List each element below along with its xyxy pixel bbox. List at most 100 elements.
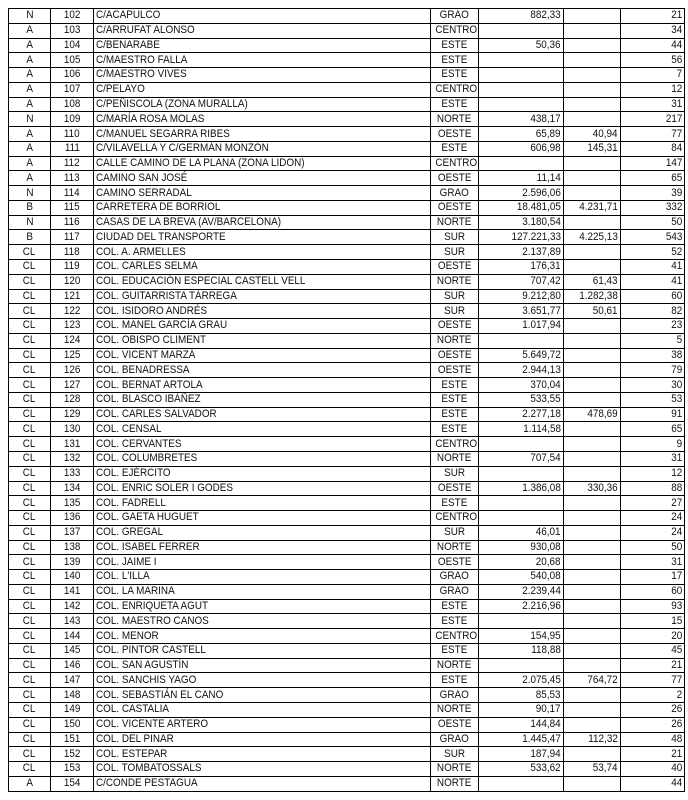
count-cell: 7 (620, 67, 685, 83)
count-cell-text: 41 (670, 275, 682, 288)
type-cell-text: A (26, 127, 33, 140)
table-row: CL 138 COL. ISABEL FERRER NORTE 930,08 50 (8, 539, 685, 556)
value1-cell: 1.114,58 (478, 421, 564, 438)
type-cell: CL (8, 436, 51, 452)
value1-cell (478, 96, 564, 113)
count-cell-text: 38 (670, 348, 682, 361)
table-row: CL 132 COL. COLUMBRETES NORTE 707,54 31 (8, 450, 685, 467)
count-cell: 31 (620, 554, 685, 571)
code-cell: 117 (50, 229, 94, 246)
name-cell: COL. EJÉRCITO (93, 465, 431, 482)
code-cell-text: 120 (63, 275, 81, 288)
count-cell-text: 91 (670, 408, 682, 421)
name-cell: C/MAESTRO FALLA (93, 52, 431, 69)
name-cell: C/VILAVELLA Y C/GERMÁN MONZÓN (93, 140, 431, 157)
code-cell: 107 (50, 81, 94, 98)
type-cell: A (8, 155, 51, 172)
value2-cell: 764,72 (563, 672, 621, 689)
type-cell: B (8, 199, 51, 216)
code-cell-text: 147 (63, 673, 81, 686)
type-cell-text: N (25, 186, 34, 199)
type-cell: A (8, 126, 51, 142)
name-cell-text: COL. EDUCACIÓN ESPECIAL CASTELL VELL (96, 275, 306, 288)
code-cell-text: 123 (63, 319, 81, 332)
value1-cell (478, 510, 564, 526)
value1-cell: 2.944,13 (478, 362, 564, 379)
table-row: CL 126 COL. BENADRESSA OESTE 2.944,13 79 (8, 362, 685, 379)
count-cell-text: 21 (670, 659, 682, 672)
table-row: CL 119 COL. CARLES SELMA OESTE 176,31 41 (8, 259, 685, 275)
zone-cell: OESTE (430, 259, 479, 275)
value2-cell (563, 628, 621, 644)
table-row: CL 140 COL. L'ILLA GRAO 540,08 17 (8, 569, 685, 585)
type-cell-text: CL (23, 408, 36, 421)
name-cell-text: CARRETERA DE BORRIOL (96, 201, 221, 214)
zone-cell-text: CENTRO (435, 437, 478, 450)
value2-cell (563, 318, 621, 334)
code-cell: 108 (50, 96, 94, 113)
type-cell-text: CL (23, 245, 36, 258)
count-cell-text: 30 (670, 378, 682, 391)
value1-cell-text: 5.649,72 (522, 348, 561, 361)
type-cell: CL (8, 613, 51, 630)
count-cell: 24 (620, 524, 685, 541)
count-cell: 30 (620, 377, 685, 393)
code-cell-text: 121 (63, 289, 81, 302)
zone-cell: GRAO (430, 8, 479, 24)
type-cell-text: A (26, 68, 33, 81)
count-cell: 15 (620, 613, 685, 630)
count-cell-text: 9 (676, 437, 682, 450)
value2-cell (563, 37, 621, 54)
name-cell: COL. ISIDORO ANDRÉS (93, 303, 431, 320)
value2-cell (563, 111, 621, 128)
count-cell-text: 53 (670, 393, 682, 406)
name-cell-text: COL. EJÉRCITO (96, 467, 171, 480)
code-cell-text: 119 (64, 260, 80, 273)
name-cell-text: COL. TOMBATOSSALS (96, 762, 202, 775)
count-cell-text: 65 (670, 171, 682, 184)
value1-cell: 154,95 (478, 628, 564, 644)
type-cell-text: CL (23, 600, 36, 612)
code-cell-text: 149 (63, 703, 81, 716)
name-cell-text: COL. PINTOR CASTELL (96, 644, 206, 657)
count-cell-text: 5 (676, 334, 682, 347)
code-cell: 129 (50, 406, 94, 423)
value1-cell: 176,31 (478, 259, 564, 275)
zone-cell-text: OESTE (437, 348, 472, 361)
type-cell-text: CL (23, 260, 36, 273)
count-cell-text: 26 (670, 718, 682, 731)
value2-cell (563, 775, 621, 792)
count-cell: 12 (620, 81, 685, 98)
count-cell-text: 82 (670, 304, 682, 317)
value1-cell: 2.239,44 (478, 583, 564, 600)
value2-cell (563, 687, 621, 703)
zone-cell: GRAO (430, 583, 479, 600)
table-row: CL 145 COL. PINTOR CASTELL ESTE 118,88 45 (8, 642, 685, 659)
type-cell-text: CL (23, 747, 36, 760)
code-cell: 152 (50, 746, 94, 763)
type-cell-text: CL (23, 644, 36, 657)
table-row: A 106 C/MAESTRO VIVES ESTE 7 (8, 67, 685, 83)
code-cell: 121 (50, 288, 94, 305)
value1-cell-text: 118,88 (531, 644, 561, 657)
table-row: A 113 CAMINO SAN JOSÉ OESTE 11,14 65 (8, 170, 685, 187)
zone-cell: SUR (430, 288, 479, 305)
name-cell-text: C/MAESTRO FALLA (96, 53, 188, 66)
table-row: CL 121 COL. GUITARRISTA TÁRREGA SUR 9.212,80… (8, 288, 685, 305)
value1-cell: 2.216,96 (478, 598, 564, 615)
name-cell: CALLE CAMINO DE LA PLANA (ZONA LIDON) (93, 155, 431, 172)
code-cell: 118 (50, 244, 94, 261)
value2-cell (563, 598, 621, 615)
zone-cell-text: NORTE (437, 452, 472, 465)
code-cell: 128 (50, 391, 94, 408)
type-cell-text: N (25, 216, 34, 229)
name-cell: COL. FADRELL (93, 495, 431, 512)
code-cell: 141 (50, 583, 94, 600)
count-cell-text: 24 (670, 511, 682, 524)
count-cell-text: 93 (670, 600, 682, 612)
value2-cell (563, 332, 621, 349)
name-cell-text: C/MAESTRO VIVES (96, 68, 187, 81)
value2-cell (563, 391, 621, 408)
table-row: CL 148 COL. SEBASTIÁN EL CANO GRAO 85,53 2 (8, 687, 685, 703)
data-table: N 102 C/ACAPULCO GRAO 882,33 21 A 103 C/ARRUFAT … (8, 8, 685, 792)
